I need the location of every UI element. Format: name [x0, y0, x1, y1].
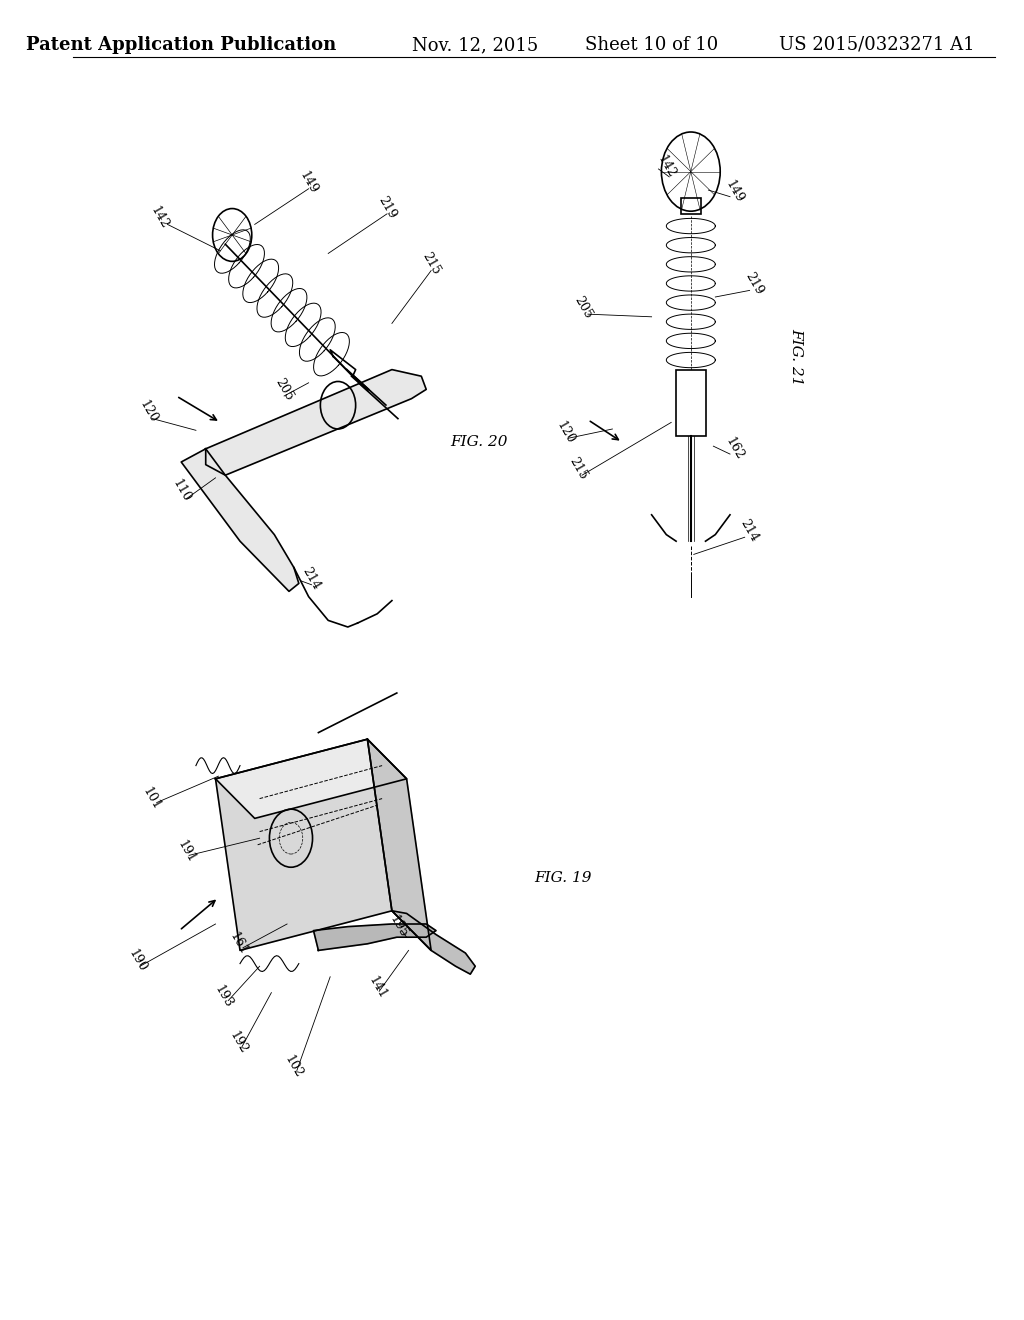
Polygon shape — [206, 370, 426, 475]
Text: 149: 149 — [723, 178, 746, 205]
Polygon shape — [215, 739, 407, 818]
Text: 120: 120 — [554, 420, 577, 446]
Text: 205: 205 — [571, 294, 595, 321]
Polygon shape — [181, 449, 299, 591]
Text: FIG. 19: FIG. 19 — [534, 871, 592, 884]
Text: 192: 192 — [226, 1030, 250, 1056]
Text: 214: 214 — [300, 565, 324, 591]
Text: 191: 191 — [174, 838, 198, 865]
Text: 142: 142 — [148, 205, 171, 231]
Text: Patent Application Publication: Patent Application Publication — [26, 36, 336, 54]
Text: 214: 214 — [738, 517, 761, 544]
Text: US 2015/0323271 A1: US 2015/0323271 A1 — [779, 36, 975, 54]
Polygon shape — [368, 739, 431, 950]
Text: 193: 193 — [212, 983, 234, 1010]
Text: 215: 215 — [566, 455, 590, 482]
Text: 162: 162 — [723, 436, 746, 462]
Text: 161: 161 — [226, 931, 250, 957]
Text: 219: 219 — [743, 271, 766, 297]
Text: 219: 219 — [376, 194, 398, 220]
Text: 141: 141 — [366, 974, 389, 1001]
Polygon shape — [392, 911, 475, 974]
Text: 190: 190 — [126, 948, 148, 974]
Text: FIG. 21: FIG. 21 — [788, 327, 803, 385]
Text: 120: 120 — [137, 399, 161, 425]
Text: 102: 102 — [283, 1053, 305, 1080]
Text: 142: 142 — [654, 153, 678, 180]
Bar — [676, 370, 706, 436]
Text: FIG. 20: FIG. 20 — [451, 436, 508, 449]
Polygon shape — [313, 924, 436, 950]
Polygon shape — [215, 739, 392, 950]
Text: 195: 195 — [387, 913, 411, 940]
Text: Sheet 10 of 10: Sheet 10 of 10 — [585, 36, 718, 54]
Bar — [681, 198, 700, 214]
Text: 215: 215 — [420, 251, 442, 277]
Text: 205: 205 — [272, 376, 296, 403]
Text: 110: 110 — [170, 478, 193, 504]
Text: Nov. 12, 2015: Nov. 12, 2015 — [412, 36, 539, 54]
Text: 149: 149 — [297, 169, 321, 195]
Text: 101: 101 — [140, 785, 164, 812]
